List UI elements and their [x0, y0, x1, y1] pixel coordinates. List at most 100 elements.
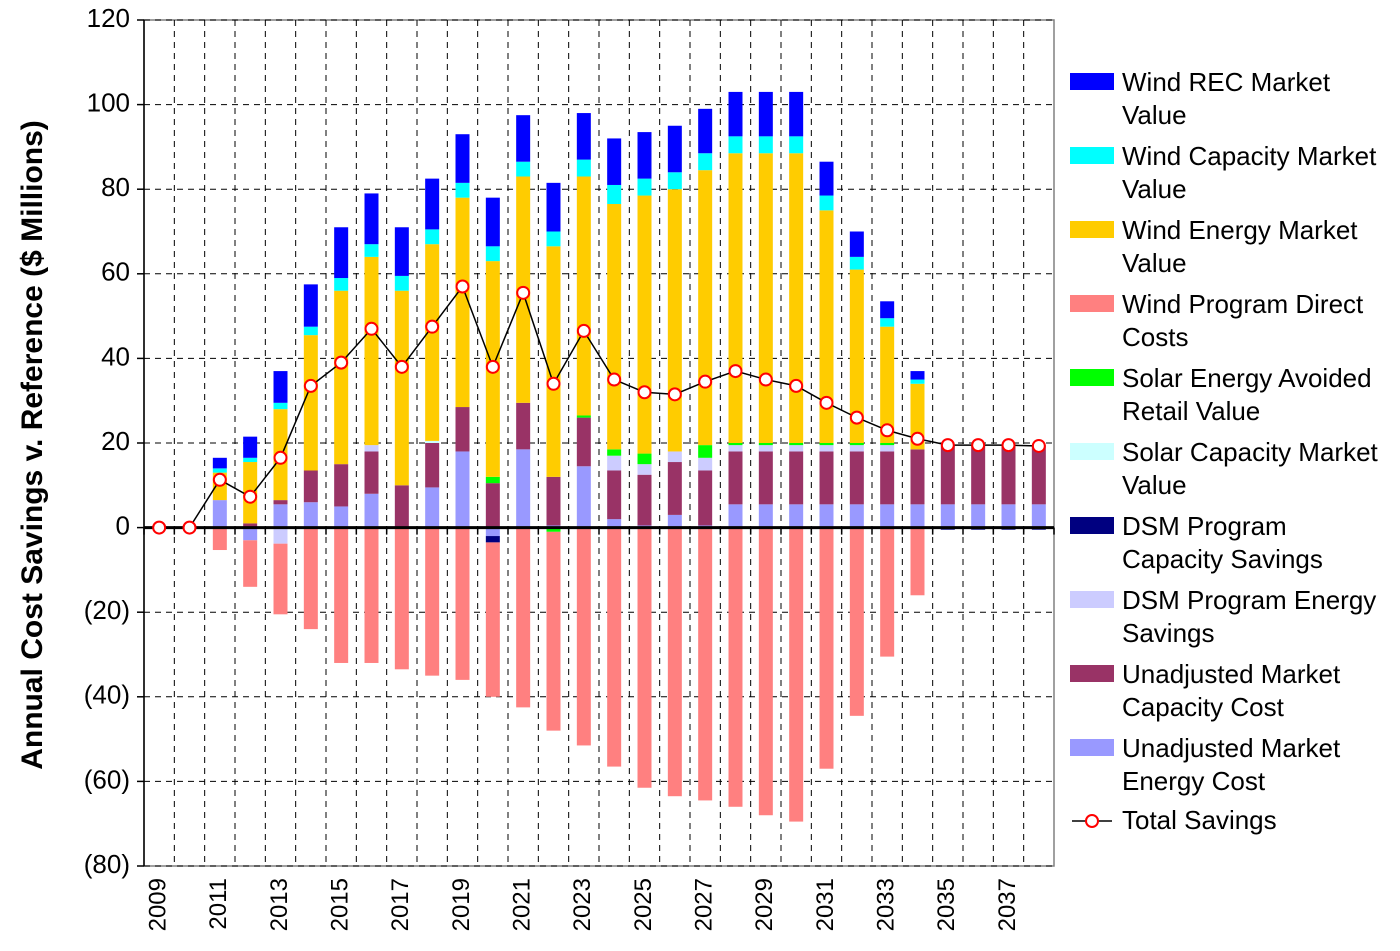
total-marker	[607, 372, 622, 387]
bar-segment	[910, 449, 925, 505]
total-marker	[1001, 438, 1016, 453]
total-marker	[516, 285, 531, 300]
bar-segment	[667, 514, 682, 528]
bar-segment	[273, 500, 288, 505]
bar-segment	[849, 256, 864, 270]
bar-segment	[940, 504, 955, 528]
bar-segment	[455, 197, 470, 408]
legend-label: DSM Program Energy Savings	[1122, 585, 1377, 648]
bar-segment	[728, 91, 743, 137]
bar-segment	[394, 527, 409, 670]
x-tick-label: 2025	[630, 878, 657, 931]
bar-segment	[273, 504, 288, 528]
total-marker	[880, 423, 895, 438]
legend-entry: Unadjusted Market Capacity Cost	[1070, 658, 1400, 724]
total-marker	[425, 319, 440, 334]
bar-segment	[364, 193, 379, 245]
bar-segment	[212, 468, 227, 473]
bar-segment	[819, 445, 834, 452]
x-tick-label: 2011	[205, 878, 232, 930]
bar-segment	[576, 417, 591, 467]
bar-segment	[698, 527, 713, 801]
legend-label: Solar Capacity Market Value	[1122, 437, 1378, 500]
total-marker	[334, 355, 349, 370]
bar-segment	[334, 290, 349, 465]
bar-segment	[789, 136, 804, 154]
y-tick-label: 80	[101, 172, 130, 202]
bar-segment	[212, 457, 227, 469]
bar-segment	[425, 487, 440, 528]
bar-segment	[849, 231, 864, 257]
bar-segment	[728, 527, 743, 807]
x-tick-label: 2019	[448, 878, 475, 931]
total-marker	[455, 279, 470, 294]
bar-segment	[819, 504, 834, 528]
bar-segment	[546, 531, 561, 731]
bar-segment	[243, 523, 258, 528]
bar-segment	[728, 451, 743, 505]
bar-segment	[303, 470, 318, 503]
bar-segment	[364, 493, 379, 528]
bar-segment	[849, 269, 864, 443]
total-marker	[243, 489, 258, 504]
total-marker	[698, 374, 713, 389]
x-tick-label: 2033	[873, 878, 900, 931]
bar-segment	[425, 178, 440, 230]
x-tick-label: 2013	[266, 878, 293, 931]
bar-segment	[364, 527, 379, 663]
y-tick-label: 100	[87, 87, 130, 117]
bar-segment	[364, 244, 379, 257]
bar-segment	[880, 504, 895, 528]
x-tick-label: 2017	[387, 878, 414, 931]
bar-segment	[607, 204, 622, 450]
bar-segment	[758, 504, 773, 528]
bar-segment	[1031, 445, 1046, 505]
y-tick-label: (20)	[84, 595, 130, 625]
bar-segment	[455, 527, 470, 680]
bar-segment	[576, 466, 591, 528]
bar-segment	[849, 443, 864, 446]
bar-segment	[516, 402, 531, 450]
total-marker	[940, 438, 955, 453]
total-marker	[1031, 438, 1046, 453]
bar-segment	[789, 504, 804, 528]
bar-segment	[667, 451, 682, 463]
bar-segment	[667, 527, 682, 797]
total-marker	[819, 395, 834, 410]
bar-segment	[455, 407, 470, 452]
bar-segment	[728, 443, 743, 446]
bar-segment	[394, 227, 409, 276]
total-marker	[728, 364, 743, 379]
bar-segment	[546, 527, 561, 532]
total-marker	[303, 378, 318, 393]
total-marker	[546, 376, 561, 391]
bar-segment	[334, 506, 349, 528]
bar-segment	[698, 457, 713, 471]
bar-segment	[425, 440, 440, 443]
bar-segment	[910, 527, 925, 596]
bar-segment	[546, 231, 561, 247]
legend-entry: Solar Energy Avoided Retail Value	[1070, 362, 1400, 428]
total-marker	[971, 438, 986, 453]
total-marker	[637, 385, 652, 400]
legend-swatch	[1070, 73, 1114, 90]
bar-segment	[880, 318, 895, 327]
legend-entry: DSM Program Capacity Savings	[1070, 510, 1400, 576]
bar-segment	[243, 436, 258, 458]
bar-segment	[789, 443, 804, 446]
bar-segment	[698, 170, 713, 446]
bar-segment	[880, 301, 895, 319]
x-tick-label: 2035	[933, 878, 960, 931]
x-tick-label: 2009	[145, 878, 172, 931]
bar-segment	[1001, 504, 1016, 528]
bar-segment	[758, 443, 773, 446]
bar-segment	[516, 115, 531, 162]
total-marker	[152, 520, 167, 535]
bar-segment	[698, 470, 713, 526]
legend-entry: Wind REC Market Value	[1070, 66, 1400, 132]
bar-segment	[546, 182, 561, 232]
bar-segment	[273, 543, 288, 615]
bar-segment	[273, 371, 288, 403]
bar-segment	[516, 161, 531, 177]
legend-entry: Solar Capacity Market Value	[1070, 436, 1400, 502]
